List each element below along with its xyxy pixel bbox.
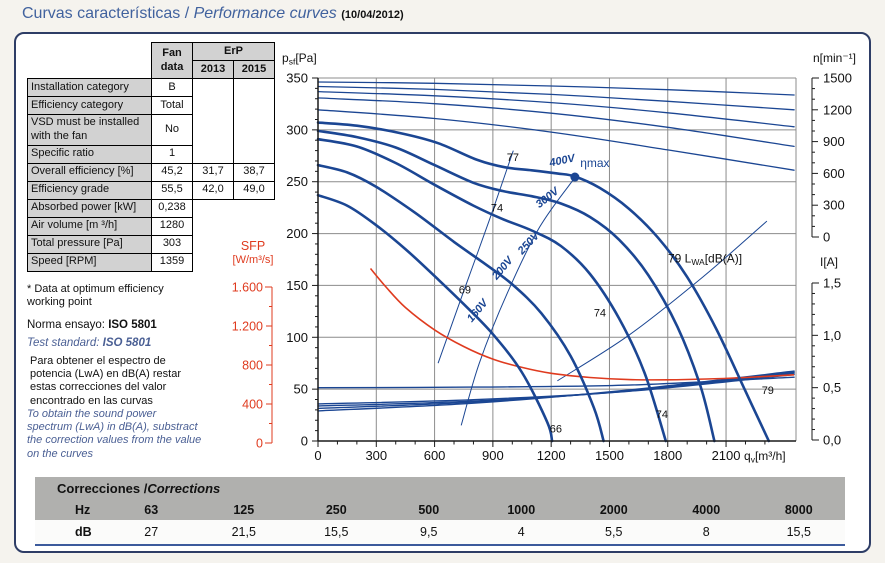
fan-table-row: Efficiency category Total <box>27 96 275 115</box>
fan-table-row: Efficiency grade 55,5 42,0 49,0 <box>27 180 275 200</box>
db-value: 8 <box>702 525 710 539</box>
db-value: 9,5 <box>420 525 438 539</box>
fan-table-row: Installation category B <box>27 78 275 164</box>
fan-table-cell: 42,0 <box>192 180 234 200</box>
fan-table-cell: Absorbed power [kW] <box>27 198 152 218</box>
fan-table-cell: Air volume [m ³/h] <box>27 216 152 236</box>
fan-table-header-row: 2013 2015 <box>28 60 275 79</box>
fan-table-cell: No <box>151 114 193 146</box>
spacer-cell <box>28 61 152 79</box>
fan-table-cell: Overall efficiency [%] <box>27 162 152 182</box>
db-value: 5,5 <box>605 525 623 539</box>
fan-table-cell: Efficiency category <box>27 96 152 115</box>
fan-table-row: Overall efficiency [%] 45,2 31,7 38,7 <box>27 162 275 182</box>
title-es: Curvas características / <box>22 5 194 22</box>
note-test-standard: Test standard: ISO 5801 <box>27 337 151 351</box>
fan-table-cell: 38,7 <box>233 162 275 182</box>
hz-value: 2000 <box>599 502 628 517</box>
db-value: 4 <box>517 525 525 539</box>
db-value: 15,5 <box>324 525 349 539</box>
hz-value: 250 <box>325 502 347 517</box>
fan-table-cell: 45,2 <box>151 162 193 182</box>
note-correcciones-es: Para obtener el espectro de potencia (Lw… <box>30 355 182 407</box>
fan-table-cell: 1 <box>151 144 193 164</box>
corrections-title-es: Correcciones / <box>57 480 148 496</box>
fan-table-cell: 1359 <box>151 252 193 272</box>
norma-value: ISO 5801 <box>108 319 157 331</box>
db-value: 15,5 <box>786 525 811 539</box>
hz-value: 63 <box>144 502 159 517</box>
fan-table-row: Speed [RPM] 1359 <box>27 252 275 272</box>
norma-label: Norma ensayo: <box>27 319 109 331</box>
fan-table-header-row: Fan data ErP <box>28 42 275 79</box>
erp-2013-header: 2013 <box>192 60 234 79</box>
fan-table-cell: 303 <box>151 234 193 254</box>
corrections-title: Correcciones / Corrections <box>35 477 845 499</box>
test-standard-value: ISO 5801 <box>102 337 152 349</box>
hz-value: 125 <box>233 502 255 517</box>
title-en: Performance curves <box>193 5 337 22</box>
hz-value: 1000 <box>507 502 536 517</box>
fan-table-cell: Total <box>151 96 193 115</box>
fan-table-cell <box>192 78 234 164</box>
fan-table-cell: 49,0 <box>233 180 275 200</box>
fan-table-cell: Installation category <box>27 78 152 97</box>
title-date: (10/04/2012) <box>341 9 404 21</box>
corrections-title-en: Corrections <box>147 480 221 496</box>
corrections-db-row: dB 27 21,5 15,5 9,5 4 5,5 8 15,5 <box>35 520 845 544</box>
fan-table-cell: Total pressure [Pa] <box>27 234 152 254</box>
hz-value: 4000 <box>692 502 721 517</box>
note-corrections-en: To obtain the sound power spectrum (LwA)… <box>27 408 202 460</box>
erp-header: ErP <box>192 42 275 61</box>
fan-table-row: Absorbed power [kW] 0,238 <box>27 198 275 218</box>
fan-table-cell: Speed [RPM] <box>27 252 152 272</box>
hz-value: 8000 <box>784 502 813 517</box>
fan-table-row: Specific ratio 1 <box>27 144 275 164</box>
fan-table-cell: 1280 <box>151 216 193 236</box>
corrections-hz-row: Hz 63 125 250 500 1000 2000 4000 8000 <box>35 499 845 520</box>
spacer-cell <box>28 43 152 61</box>
fan-table-row: Total pressure [Pa] 303 <box>27 234 275 254</box>
fan-table-cell: 31,7 <box>192 162 234 182</box>
fan-table-cell <box>233 78 275 164</box>
page-title: Curvas características / Performance cur… <box>22 5 404 23</box>
note-norma-ensayo: Norma ensayo: ISO 5801 <box>27 319 157 333</box>
fan-table-cell: Specific ratio <box>27 144 152 164</box>
fan-data-header: Fan data <box>151 42 193 79</box>
hz-value: 500 <box>418 502 440 517</box>
db-value: 27 <box>144 525 159 539</box>
fan-table-cell: B <box>151 78 193 97</box>
fan-table-cell: Efficiency grade <box>27 180 152 200</box>
fan-table-row: VSD must be installed with the fan No <box>27 114 275 146</box>
fan-table-cell: 55,5 <box>151 180 193 200</box>
db-label: dB <box>75 525 92 539</box>
note-optimum-point: * Data at optimum efficiency working poi… <box>27 283 164 309</box>
test-standard-label: Test standard: <box>27 337 103 349</box>
fan-table-cell: 0,238 <box>151 198 193 218</box>
corrections-table: Correcciones / Corrections Hz 63 125 250 50… <box>35 477 845 546</box>
fan-table-row: Air volume [m ³/h] 1280 <box>27 216 275 236</box>
db-value: 21,5 <box>231 525 256 539</box>
erp-2015-header: 2015 <box>233 60 275 79</box>
fan-table-cell: VSD must be installed with the fan <box>27 114 152 146</box>
hz-label: Hz <box>75 502 91 517</box>
fan-data-table: Fan data ErP 2013 2015 Installation cate… <box>27 42 275 272</box>
